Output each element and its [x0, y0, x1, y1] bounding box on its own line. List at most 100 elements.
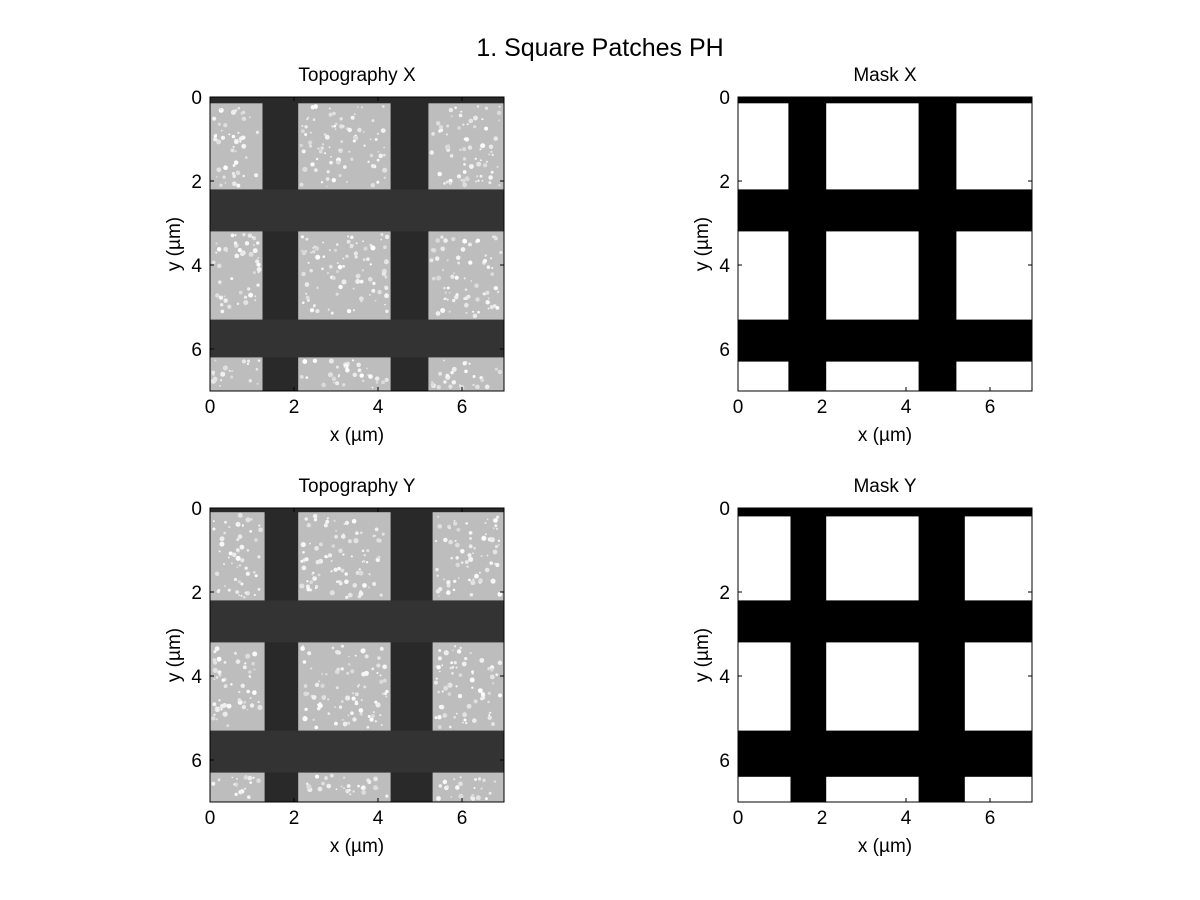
speckle — [363, 685, 366, 688]
speckle — [220, 536, 224, 540]
patch — [965, 777, 1032, 802]
speckle — [254, 173, 258, 177]
speckle — [343, 777, 345, 779]
speckle — [217, 670, 221, 674]
speckle — [213, 137, 217, 141]
speckle — [377, 290, 381, 294]
speckle — [320, 684, 324, 688]
speckle — [346, 672, 349, 675]
speckle — [306, 296, 310, 300]
speckle — [476, 162, 481, 167]
speckle — [330, 590, 335, 595]
speckle — [336, 243, 339, 246]
speckle — [455, 563, 460, 568]
speckle — [242, 175, 244, 177]
speckle — [360, 280, 364, 284]
speckle — [348, 593, 353, 598]
speckle — [436, 311, 441, 316]
speckle — [232, 135, 236, 139]
speckle — [348, 151, 350, 153]
x-tick-label: 4 — [901, 808, 912, 829]
speckle — [337, 262, 339, 264]
speckle — [468, 363, 470, 365]
panel-4: 0 2 4 60246Mask Yx (µm)y (µm) — [692, 476, 1032, 857]
speckle — [472, 384, 474, 386]
speckle — [242, 524, 244, 526]
speckle — [256, 368, 259, 371]
x-tick-label: 4 — [901, 397, 912, 418]
speckle — [258, 588, 261, 591]
speckle — [385, 378, 389, 382]
speckle — [355, 655, 357, 657]
speckle — [371, 183, 375, 187]
speckle — [212, 117, 216, 121]
speckle — [256, 131, 259, 134]
speckle — [305, 282, 310, 287]
patch — [298, 103, 390, 189]
speckle — [457, 649, 461, 653]
speckle — [249, 675, 251, 677]
speckle — [258, 525, 260, 527]
patch — [826, 103, 918, 189]
speckle — [250, 697, 252, 699]
speckle — [329, 113, 333, 117]
speckle — [213, 678, 215, 680]
speckle — [443, 686, 448, 691]
speckle — [304, 684, 308, 688]
speckle — [244, 787, 246, 789]
speckle — [498, 184, 501, 187]
speckle — [345, 368, 349, 372]
speckle — [359, 296, 364, 301]
speckle — [470, 593, 474, 597]
speckle — [332, 276, 336, 280]
speckle — [438, 784, 442, 788]
speckle — [457, 262, 460, 265]
speckle — [313, 514, 318, 519]
speckle — [218, 699, 220, 701]
speckle — [475, 385, 480, 390]
speckle — [215, 252, 217, 254]
speckle — [493, 550, 498, 555]
speckle — [345, 255, 348, 258]
speckle — [350, 158, 353, 161]
speckle — [460, 776, 462, 778]
speckle — [366, 561, 368, 563]
speckle — [303, 691, 308, 696]
speckle — [229, 370, 231, 372]
speckle — [228, 557, 230, 559]
speckle — [435, 540, 437, 542]
speckle — [497, 291, 499, 293]
speckle — [464, 718, 467, 721]
speckle — [317, 147, 320, 150]
speckle — [489, 145, 493, 149]
speckle — [316, 158, 318, 160]
speckle — [459, 114, 463, 118]
speckle — [352, 717, 356, 721]
speckle — [380, 647, 384, 651]
speckle — [219, 550, 221, 552]
speckle — [215, 572, 219, 576]
speckle — [348, 663, 351, 666]
patch — [210, 773, 265, 802]
speckle — [345, 789, 349, 793]
speckle — [488, 714, 490, 716]
speckle — [465, 722, 467, 724]
speckle — [233, 146, 235, 148]
speckle — [344, 579, 349, 584]
speckle — [437, 385, 441, 389]
speckle — [212, 702, 216, 706]
speckle — [238, 594, 240, 596]
speckle — [256, 778, 261, 783]
speckle — [480, 378, 484, 382]
speckle — [435, 238, 440, 243]
speckle — [313, 359, 317, 363]
patch — [956, 231, 1032, 319]
speckle — [223, 712, 228, 717]
speckle — [318, 680, 320, 682]
speckle — [468, 243, 472, 247]
speckle — [315, 683, 319, 687]
speckle — [357, 685, 359, 687]
speckle — [352, 359, 354, 361]
speckle — [230, 375, 233, 378]
speckle — [248, 670, 252, 674]
